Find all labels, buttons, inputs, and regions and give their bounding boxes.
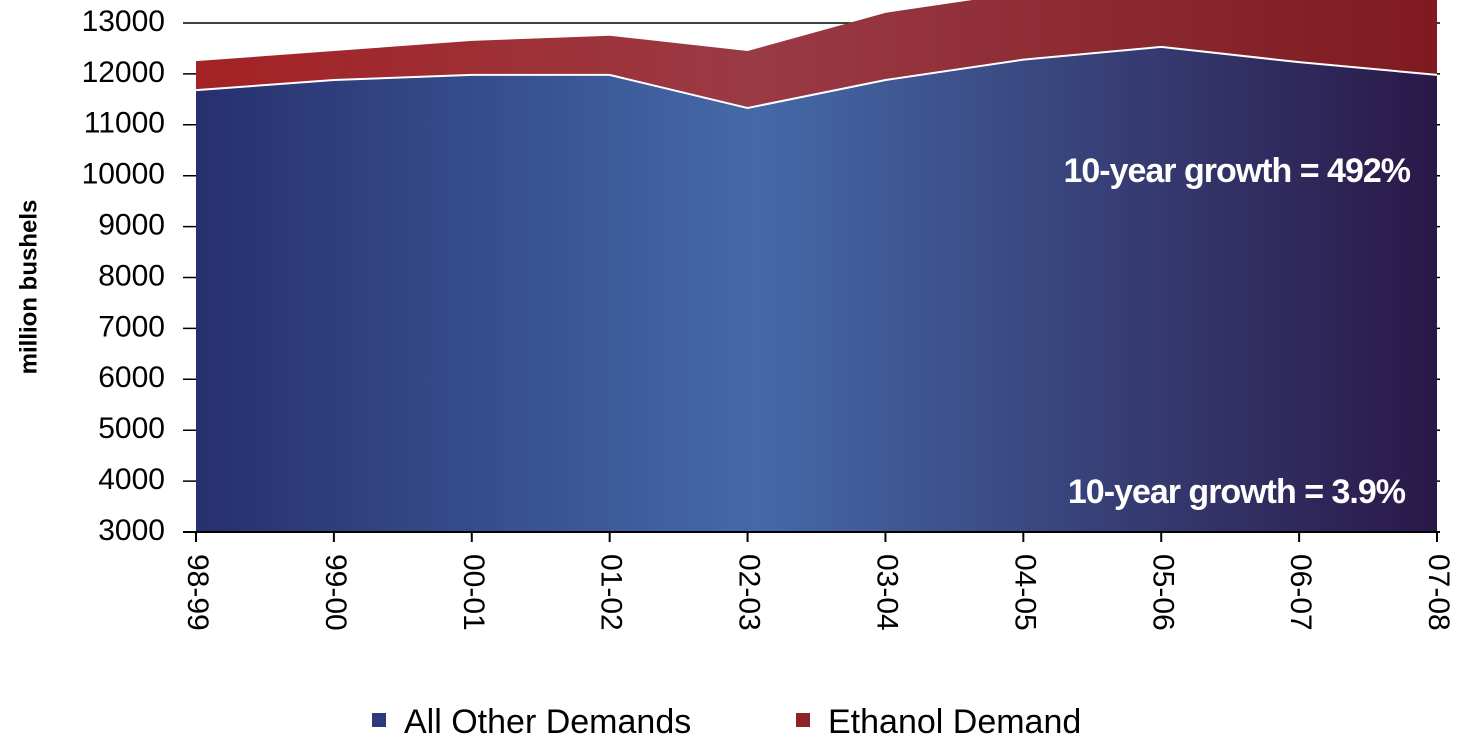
y-tick-label: 9000 bbox=[98, 209, 165, 242]
x-tick-label: 04-05 bbox=[1008, 554, 1041, 631]
y-tick-label: 8000 bbox=[98, 259, 165, 292]
boundary-line bbox=[195, 43, 1438, 110]
legend-swatch bbox=[796, 713, 810, 727]
x-tick-label: 03-04 bbox=[871, 554, 904, 631]
x-tick-label: 06-07 bbox=[1284, 554, 1317, 631]
y-tick-label: 7000 bbox=[98, 310, 165, 343]
area bbox=[196, 45, 1437, 532]
legend-swatch bbox=[372, 713, 386, 727]
y-axis-label: million bushels bbox=[15, 200, 42, 375]
y-tick-label: 5000 bbox=[98, 412, 165, 445]
y-tick-label: 4000 bbox=[98, 463, 165, 496]
x-tick-label: 99-00 bbox=[319, 554, 352, 631]
legend-label: All Other Demands bbox=[404, 703, 691, 741]
y-tick-label: 12000 bbox=[82, 56, 165, 89]
x-tick-label: 00-01 bbox=[457, 554, 490, 631]
y-tick-label: 3000 bbox=[98, 514, 165, 547]
x-tick-label: 98-99 bbox=[181, 554, 214, 631]
y-tick-label: 11000 bbox=[84, 107, 165, 140]
y-tick-label: 10000 bbox=[82, 158, 165, 191]
y-tick-label: 13000 bbox=[82, 5, 165, 38]
annotation: 10-year growth = 492% bbox=[1063, 152, 1410, 190]
y-tick-label: 6000 bbox=[98, 361, 165, 394]
annotation: 10-year growth = 3.9% bbox=[1068, 473, 1406, 511]
area bbox=[196, 0, 1437, 107]
legend-label: Ethanol Demand bbox=[828, 703, 1081, 741]
x-tick-label: 05-06 bbox=[1146, 554, 1179, 631]
x-tick-label: 02-03 bbox=[733, 554, 766, 631]
x-tick-label: 01-02 bbox=[595, 554, 628, 631]
x-tick-label: 07-08 bbox=[1422, 554, 1455, 631]
